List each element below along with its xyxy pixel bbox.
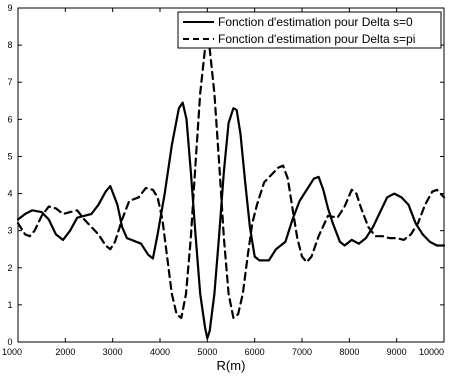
y-tick-label: 4 bbox=[7, 189, 12, 199]
legend-label-series-1: Fonction d'estimation pour Delta s=0 bbox=[218, 15, 413, 29]
x-tick-label: 7000 bbox=[292, 347, 312, 357]
x-tick-label: 9000 bbox=[387, 347, 407, 357]
plot-area bbox=[17, 7, 445, 343]
legend-label-series-2: Fonction d'estimation pour Delta s=pi bbox=[218, 32, 415, 46]
series-layer bbox=[16, 40, 446, 340]
y-tick-label: 0 bbox=[7, 337, 12, 347]
x-tick-label: 8000 bbox=[339, 347, 359, 357]
y-tick-label: 7 bbox=[7, 77, 12, 87]
y-tick-label: 3 bbox=[7, 226, 12, 236]
legend: Fonction d'estimation pour Delta s=0 Fon… bbox=[177, 11, 442, 49]
y-tick-label: 2 bbox=[7, 263, 12, 273]
series-line-2 bbox=[16, 40, 446, 319]
legend-box bbox=[177, 11, 442, 49]
y-tick-label: 1 bbox=[7, 300, 12, 310]
x-tick-label: 2000 bbox=[55, 347, 75, 357]
x-tick-label: 6000 bbox=[245, 347, 265, 357]
x-tick-label: 5000 bbox=[197, 347, 217, 357]
y-tick-label: 8 bbox=[7, 40, 12, 50]
x-axis-label: R(m) bbox=[217, 358, 246, 373]
y-tick-label: 6 bbox=[7, 114, 12, 124]
x-tick-label: 4000 bbox=[150, 347, 170, 357]
x-tick-label: 3000 bbox=[103, 347, 123, 357]
y-tick-label: 9 bbox=[7, 3, 12, 13]
y-tick-label: 5 bbox=[7, 151, 12, 161]
x-tick-label: 10000 bbox=[419, 347, 444, 357]
x-tick-label: 1000 bbox=[2, 347, 22, 357]
axis-tick-labels: 1000 2000 3000 4000 5000 6000 7000 8000 9000 1000… bbox=[2, 3, 444, 357]
